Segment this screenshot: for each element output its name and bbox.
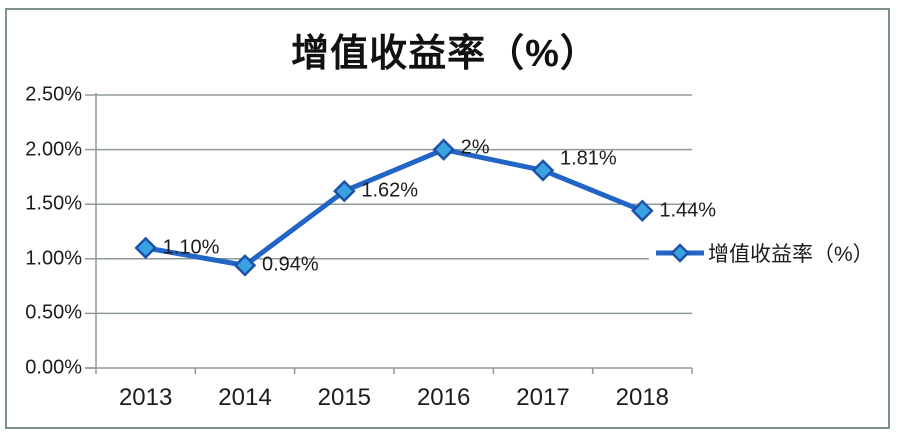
y-tick-label: 2.00% (25, 138, 82, 161)
y-tick-label: 0.00% (25, 356, 82, 379)
x-tick-label: 2013 (118, 384, 173, 411)
marker-2017 (531, 159, 555, 182)
point-label: 1.44% (659, 199, 717, 222)
x-tick-label: 2016 (416, 384, 471, 411)
marker-2014 (233, 254, 257, 277)
x-tick-label: 2017 (516, 384, 570, 411)
x-tick-label: 2018 (615, 384, 670, 411)
y-tick-label: 2.50% (25, 83, 82, 106)
legend-marker-icon (670, 243, 690, 263)
y-tick-label: 1.00% (25, 247, 82, 270)
point-label: 0.94% (262, 253, 319, 276)
chart-title: 增值收益率（%） (291, 33, 599, 75)
y-tick-label: 1.50% (25, 192, 82, 215)
marker-2018 (631, 199, 654, 223)
point-label: 1.10% (162, 236, 220, 259)
marker-2016 (432, 138, 455, 161)
series-line (143, 147, 645, 268)
point-label: 1.81% (560, 147, 617, 170)
marker-2015 (333, 179, 356, 203)
y-tick-label: 0.50% (25, 301, 82, 324)
x-tick-label: 2014 (218, 384, 272, 411)
chart-border (5, 8, 890, 429)
marker-2013 (134, 236, 157, 260)
legend-label: 增值收益率（%） (708, 243, 874, 266)
x-tick-label: 2015 (317, 384, 372, 411)
point-label: 2% (460, 136, 490, 159)
point-label: 1.62% (361, 179, 419, 202)
